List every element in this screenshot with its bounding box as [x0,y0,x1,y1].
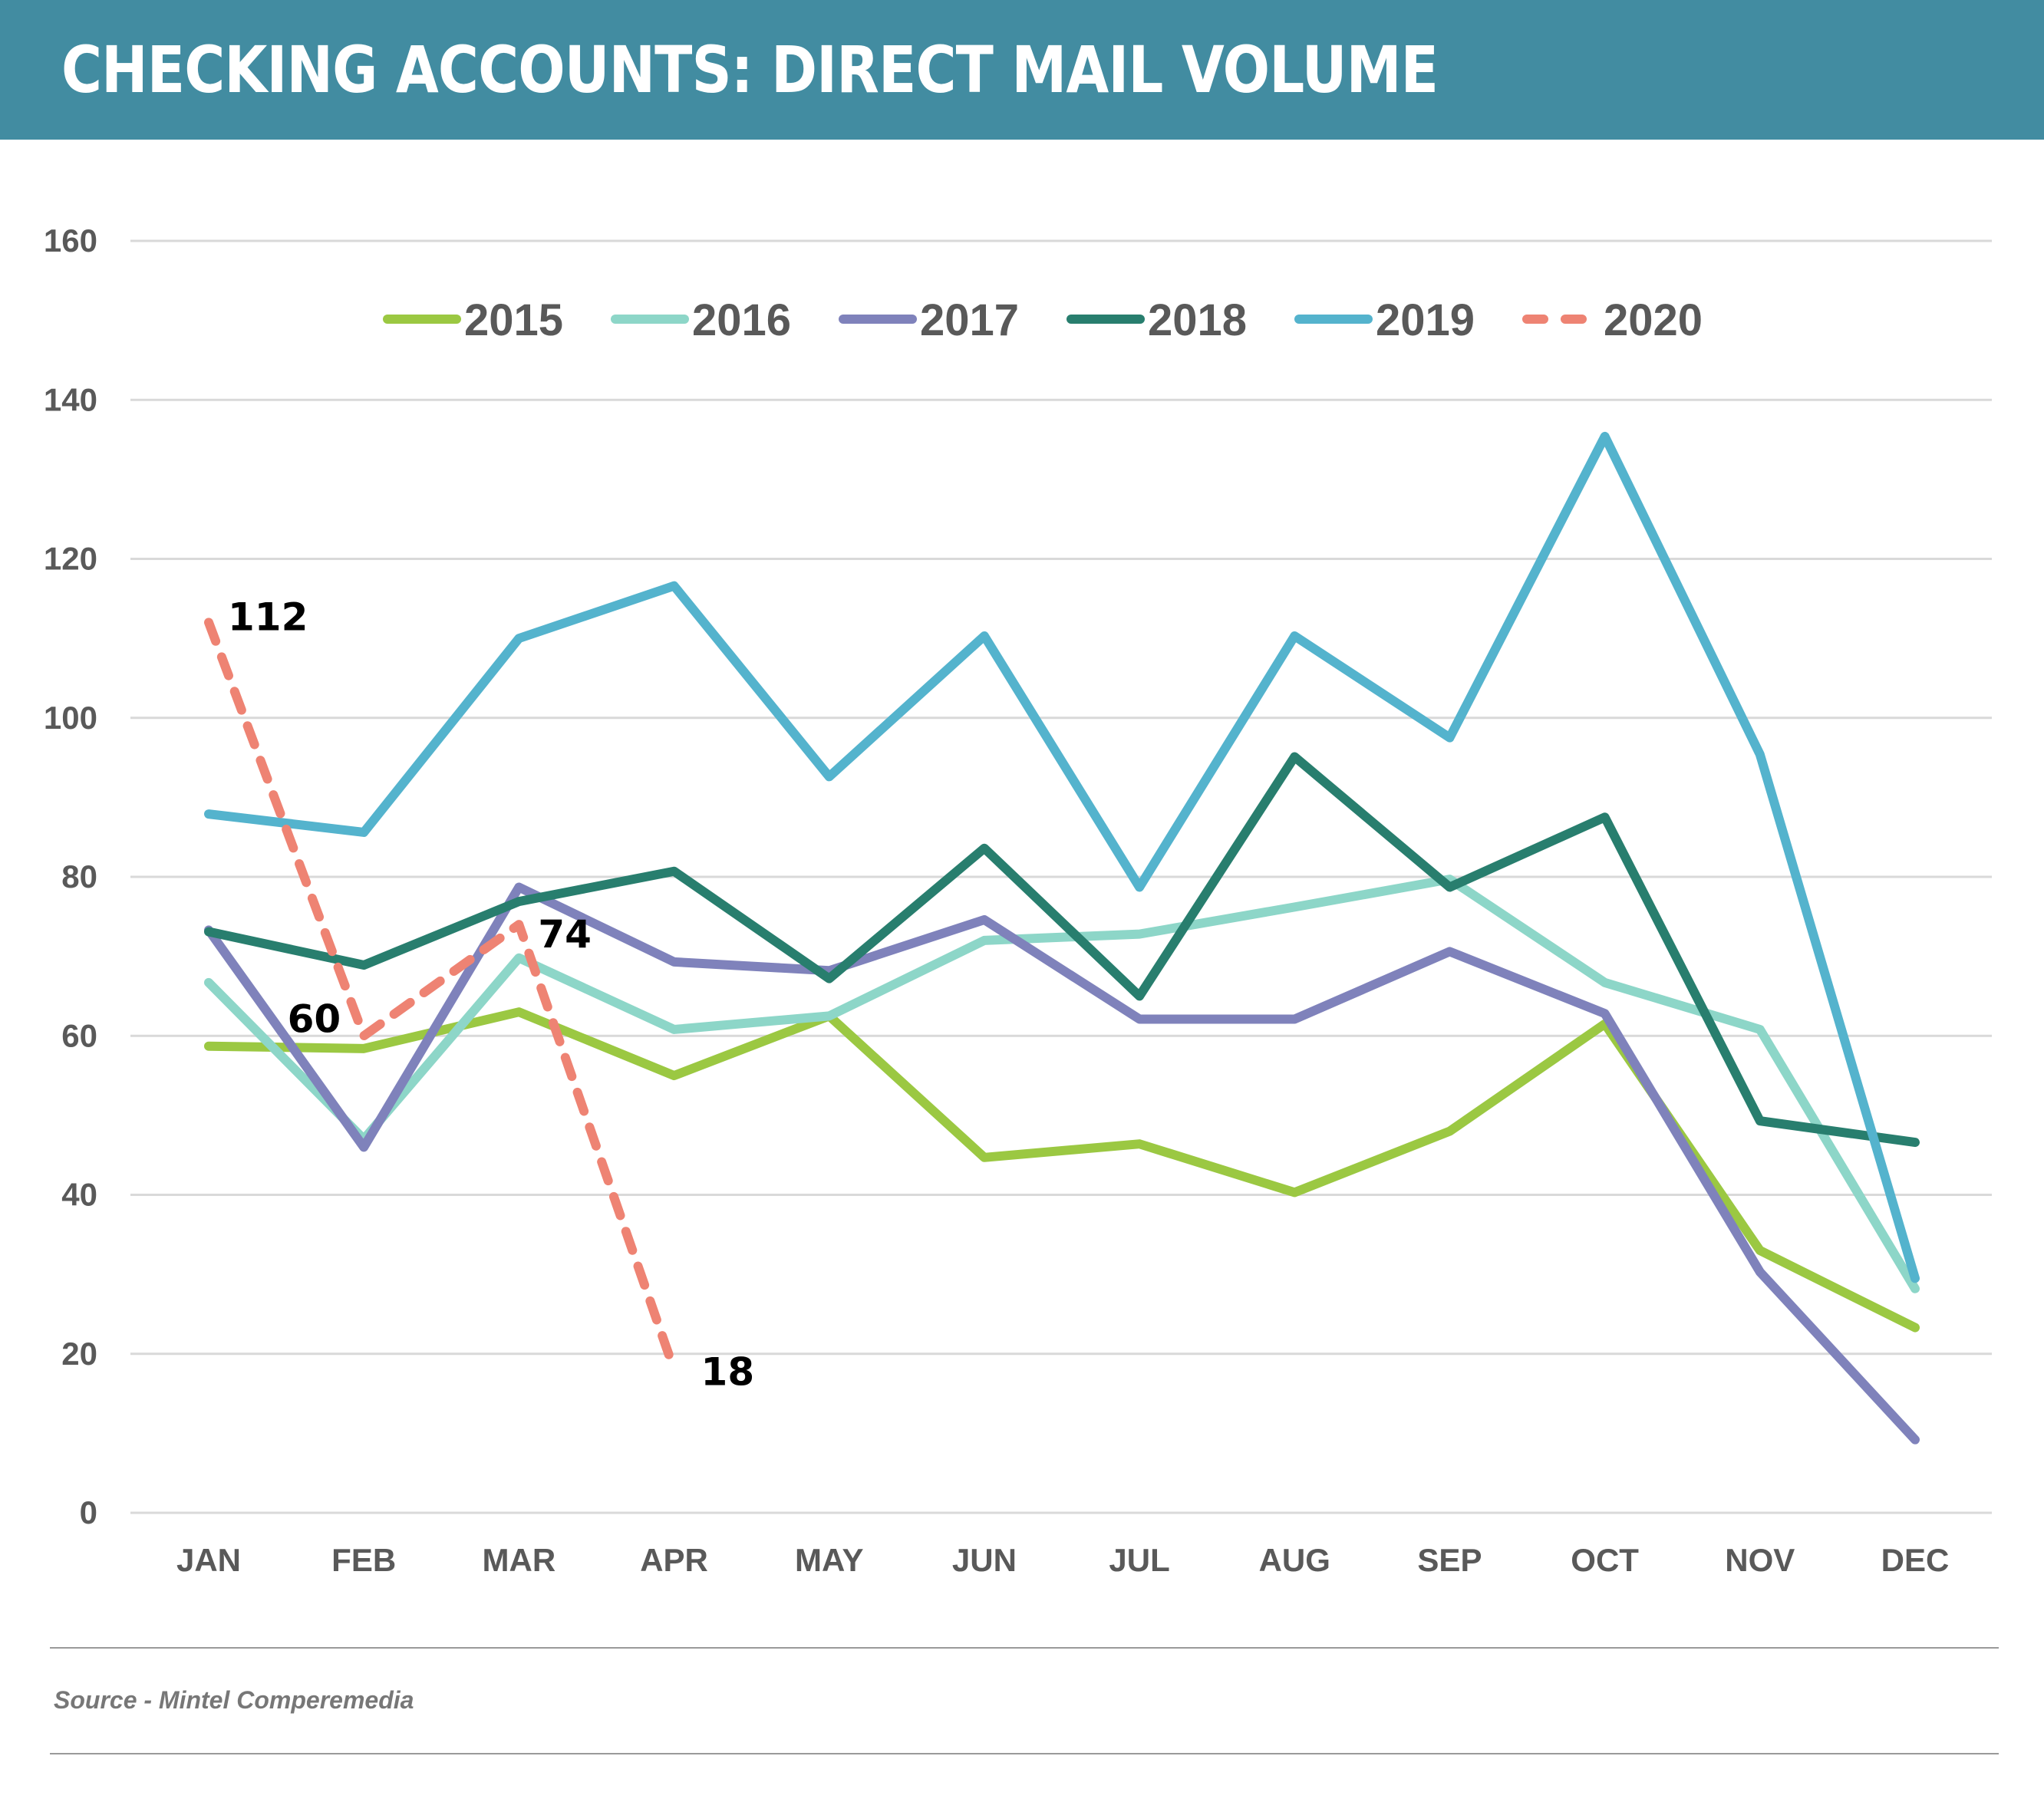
x-tick-label: MAR [483,1542,556,1578]
series-lines [204,431,1920,1445]
x-tick-label: DEC [1881,1542,1950,1578]
x-axis-ticks: JAN FEB MAR APR MAY JUN JUL AUG SEP OCT NOV DEC [176,1542,1949,1578]
source-note: Source - Mintel Comperemedia [54,1686,414,1714]
y-tick-label: 160 [44,222,97,259]
legend-label: 2019 [1376,295,1475,345]
x-tick-label: JAN [176,1542,241,1578]
x-tick-label: JUN [952,1542,1017,1578]
data-label: 60 [288,997,341,1041]
series-line-2017 [204,882,1920,1445]
data-labels: 112 60 74 18 [228,595,754,1394]
y-tick-label: 120 [44,541,97,577]
legend-label: 2020 [1604,295,1703,345]
gridlines [130,239,1992,1514]
y-tick-label: 40 [61,1177,97,1213]
y-tick-label: 100 [44,700,97,736]
y-tick-label: 80 [61,858,97,894]
x-tick-label: OCT [1571,1542,1639,1578]
legend-label: 2018 [1148,295,1247,345]
x-tick-label: APR [640,1542,708,1578]
y-tick-label: 20 [61,1336,97,1372]
legend-label: 2015 [464,295,563,345]
data-label: 18 [701,1349,755,1394]
footer-divider-top [50,1647,1999,1649]
series-line-2015 [204,1007,1920,1333]
data-label: 74 [538,912,592,957]
x-tick-label: MAY [795,1542,863,1578]
header-banner: CHECKING ACCOUNTS: DIRECT MAIL VOLUME [0,0,2044,140]
series-line-2016 [204,875,1920,1293]
x-tick-label: NOV [1725,1542,1795,1578]
footer-divider-bottom [50,1753,1999,1754]
legend-label: 2017 [920,295,1019,345]
series-line-2018 [204,752,1920,1148]
data-label: 112 [228,595,308,639]
x-tick-label: AUG [1259,1542,1330,1578]
series-line-2019 [204,431,1920,1283]
y-tick-label: 0 [80,1494,97,1530]
y-tick-label: 140 [44,381,97,417]
legend-label: 2016 [692,295,791,345]
x-tick-label: FEB [331,1542,396,1578]
x-tick-label: JUL [1109,1542,1169,1578]
chart-title: CHECKING ACCOUNTS: DIRECT MAIL VOLUME [61,32,1439,107]
series-line-2020 [204,618,679,1375]
y-axis-ticks: 0 20 40 60 80 100 120 140 160 [44,222,97,1530]
y-tick-label: 60 [61,1017,97,1053]
legend: 2015 2016 2017 2018 2019 2020 [383,295,1703,345]
x-tick-label: SEP [1417,1542,1482,1578]
